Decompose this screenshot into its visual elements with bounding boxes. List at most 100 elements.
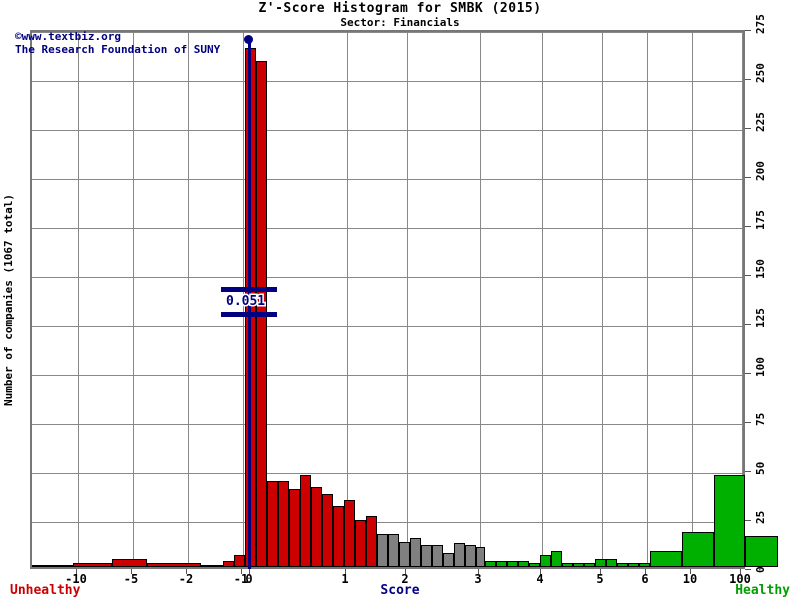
histogram-bar — [147, 563, 201, 567]
y-axis-tick-label: 275 — [754, 14, 767, 34]
y-axis-tick-label: 25 — [754, 510, 767, 524]
x-axis-tick — [345, 569, 346, 574]
x-axis-tick — [131, 569, 132, 574]
histogram-bar — [267, 480, 278, 567]
label-healthy: Healthy — [735, 583, 790, 598]
histogram-bar — [465, 545, 476, 567]
x-axis-tick — [405, 569, 406, 574]
y-axis-tick-label: 75 — [754, 412, 767, 426]
histogram-bar — [399, 541, 410, 567]
gridline-horizontal — [32, 375, 743, 376]
histogram-bar — [234, 555, 245, 567]
gridline-horizontal — [32, 424, 743, 425]
x-axis-tick — [241, 569, 242, 574]
y-axis-tick-label: 125 — [754, 308, 767, 328]
x-axis-tick-label: 5 — [596, 572, 604, 586]
x-axis-tick-label: 100 — [729, 572, 751, 586]
histogram-bar — [617, 563, 628, 567]
histogram-bar — [333, 506, 344, 567]
y-axis-tick — [745, 373, 751, 374]
x-axis-tick-label: 2 — [401, 572, 409, 586]
x-axis-tick — [540, 569, 541, 574]
gridline-horizontal — [32, 326, 743, 327]
x-axis-tick-label: 1 — [341, 572, 349, 586]
y-axis-tick-label: 250 — [754, 63, 767, 83]
histogram-bar — [551, 551, 562, 567]
histogram-bar — [300, 474, 311, 567]
histogram-bar — [529, 563, 540, 567]
y-axis-tick-label: 175 — [754, 210, 767, 230]
gridline-vertical — [647, 32, 648, 567]
gridline-horizontal — [32, 32, 743, 33]
score-value-label: 0.051 — [224, 293, 266, 311]
histogram-bar — [443, 553, 454, 567]
gridline-vertical — [407, 32, 408, 567]
gridline-vertical — [602, 32, 603, 567]
x-axis-tick — [690, 569, 691, 574]
histogram-bar — [714, 474, 745, 567]
y-axis-tick — [745, 226, 751, 227]
score-marker-bar-bottom — [221, 312, 277, 317]
y-axis-tick-label: 0 — [754, 566, 767, 573]
y-axis-tick — [745, 275, 751, 276]
gridline-horizontal — [32, 179, 743, 180]
y-axis-tick — [745, 79, 751, 80]
copyright-notice: ©www.textbiz.org The Research Foundation… — [15, 30, 220, 56]
histogram-bar — [518, 561, 529, 567]
histogram-bar — [485, 561, 496, 567]
histogram-bar — [476, 547, 485, 567]
x-axis-tick-label: -1 — [233, 572, 249, 586]
x-axis-tick — [76, 569, 77, 574]
score-marker-dot — [244, 34, 253, 44]
histogram-bar — [366, 516, 377, 567]
copyright-line-2: The Research Foundation of SUNY — [15, 43, 221, 56]
gridline-horizontal — [32, 130, 743, 131]
plot-inner — [32, 32, 778, 567]
histogram-bar — [201, 565, 212, 567]
y-axis-tick — [745, 30, 751, 31]
histogram-bar — [289, 488, 300, 567]
histogram-bar — [377, 533, 388, 567]
x-axis-tick-label: -2 — [178, 572, 194, 586]
histogram-bar — [628, 563, 639, 567]
y-axis-tick — [745, 324, 751, 325]
histogram-bar — [344, 500, 355, 567]
plot-area — [30, 30, 778, 569]
histogram-bar — [595, 559, 606, 567]
gridline-vertical — [480, 32, 481, 567]
x-axis-tick-label: -10 — [65, 572, 87, 586]
gridline-horizontal — [32, 228, 743, 229]
histogram-bar — [682, 531, 714, 567]
histogram-bar — [112, 559, 147, 567]
y-axis-tick — [745, 422, 751, 423]
histogram-bar — [223, 561, 234, 567]
gridline-vertical — [742, 32, 743, 567]
score-marker-line — [248, 39, 251, 569]
histogram-bar — [639, 563, 650, 567]
gridline-horizontal — [32, 473, 743, 474]
histogram-bar — [212, 565, 223, 567]
histogram-bar — [507, 561, 518, 567]
x-axis-tick-label: -5 — [123, 572, 139, 586]
y-axis-label: Number of companies (1067 total) — [2, 194, 15, 406]
gridline-vertical — [243, 32, 244, 567]
x-axis-tick-label: 10 — [682, 572, 698, 586]
gridline-vertical — [188, 32, 189, 567]
gridline-vertical — [133, 32, 134, 567]
gridline-horizontal — [32, 81, 743, 82]
histogram-bar — [540, 555, 551, 567]
x-axis-tick — [478, 569, 479, 574]
chart-subtitle: Sector: Financials — [340, 16, 460, 29]
x-axis-tick — [249, 569, 250, 574]
histogram-bar — [562, 563, 573, 567]
gridline-vertical — [692, 32, 693, 567]
y-axis-tick — [745, 177, 751, 178]
y-axis-tick-label: 150 — [754, 259, 767, 279]
histogram-bar — [388, 533, 399, 567]
gridline-vertical — [542, 32, 543, 567]
x-axis-tick — [600, 569, 601, 574]
page-title: Z'-Score Histogram for SMBK (2015) — [258, 1, 542, 16]
gridline-vertical — [78, 32, 79, 567]
histogram-bar — [573, 563, 584, 567]
